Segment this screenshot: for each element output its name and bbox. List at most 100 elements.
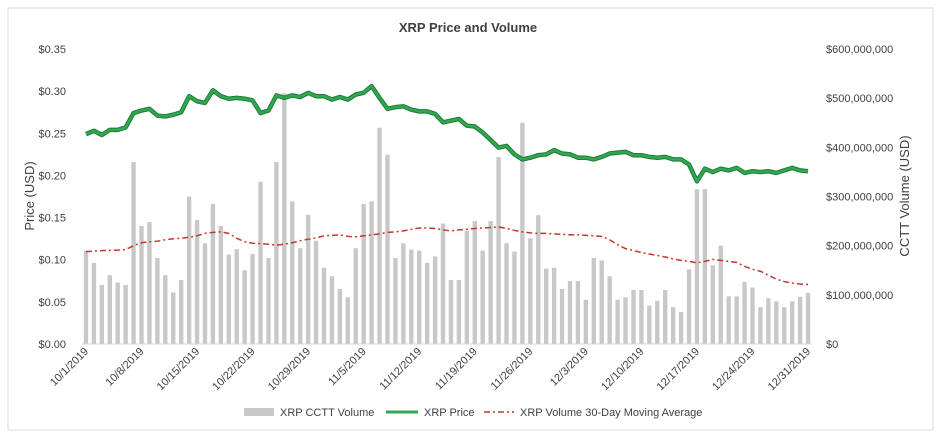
legend-swatch-volume — [244, 408, 274, 416]
moving-average-line-group — [85, 226, 809, 286]
volume-bar — [758, 307, 763, 345]
chart-frame — [7, 7, 934, 431]
chart-title: XRP Price and Volume — [399, 20, 537, 35]
volume-bar — [377, 127, 382, 344]
volume-bar — [91, 262, 97, 345]
volume-bar — [615, 299, 620, 344]
x-tick-label: 12/31/2019 — [766, 346, 813, 393]
volume-bar — [417, 250, 422, 344]
y-axis-left-ticks: $0.00 $0.05 $0.10 $0.15 $0.20 $0.25 $0.30 $0.35 — [38, 44, 66, 351]
volume-bar — [528, 238, 533, 344]
volume-bar — [147, 222, 152, 344]
price-line — [85, 84, 809, 183]
moving-average-line — [85, 226, 809, 286]
x-tick-label: 10/15/2019 — [155, 346, 202, 393]
volume-bar — [424, 262, 430, 345]
x-tick-label: 10/1/2019 — [48, 346, 91, 389]
volume-bar — [782, 307, 787, 345]
volume-bar — [337, 288, 343, 344]
volume-bar — [551, 267, 557, 344]
volume-bar — [432, 256, 438, 344]
volume-bar — [345, 297, 350, 344]
x-tick-label: 11/12/2019 — [378, 346, 425, 393]
volume-bar — [789, 301, 795, 344]
volume-bar — [361, 203, 366, 345]
y-axis-right-title: CCTT Volume (USD) — [897, 135, 912, 256]
volume-bar — [591, 257, 596, 344]
volume-bar — [464, 230, 470, 344]
volume-bar — [655, 300, 660, 344]
volume-bar — [242, 270, 247, 344]
x-tick-label: 12/24/2019 — [710, 346, 757, 393]
x-tick-label: 10/29/2019 — [266, 346, 313, 393]
y-right-tick-label: $0 — [826, 339, 838, 351]
x-tick-label: 12/10/2019 — [599, 346, 646, 393]
y-axis-left-title: Price (USD) — [22, 161, 37, 230]
volume-bar — [663, 289, 668, 344]
volume-bar — [512, 251, 517, 344]
x-tick-label: 10/22/2019 — [210, 346, 257, 393]
price-line-group — [85, 83, 809, 184]
volume-bar — [226, 254, 231, 344]
volume-bar — [726, 296, 731, 344]
volume-bar — [401, 243, 406, 344]
volume-bar — [290, 201, 295, 344]
volume-bar — [710, 265, 715, 344]
volume-bar — [702, 189, 708, 345]
volume-bar — [805, 292, 811, 344]
volume-bar — [179, 280, 184, 344]
volume-bar — [520, 122, 525, 344]
volume-bar — [274, 162, 279, 344]
volume-bar — [107, 275, 112, 344]
x-tick-label: 11/5/2019 — [326, 346, 369, 389]
volume-bar — [639, 289, 644, 344]
volume-bar — [559, 288, 565, 344]
volume-bar — [305, 214, 311, 344]
volume-bar — [686, 269, 692, 344]
volume-bar — [250, 254, 255, 344]
volume-bar — [115, 282, 120, 344]
volume-bar — [139, 226, 144, 344]
volume-bar — [567, 281, 573, 344]
legend-label-price: XRP Price — [424, 407, 475, 419]
volume-bar — [202, 243, 208, 344]
y-right-tick-label: $200,000,000 — [826, 241, 893, 253]
y-left-tick-label: $0.10 — [38, 255, 66, 267]
y-left-tick-label: $0.20 — [38, 170, 66, 182]
volume-bar — [298, 248, 303, 345]
y-left-tick-label: $0.05 — [38, 297, 66, 309]
volume-bar — [448, 280, 454, 344]
volume-bar — [607, 276, 612, 344]
volume-bar — [409, 249, 414, 344]
volume-bar — [670, 307, 676, 345]
volume-bar — [385, 154, 390, 344]
volume-bar — [369, 201, 374, 344]
volume-bar — [734, 296, 739, 344]
y-right-tick-label: $500,000,000 — [826, 93, 893, 105]
volume-bar — [313, 240, 319, 344]
x-axis-ticks: 10/1/2019 10/8/2019 10/15/2019 10/22/2019 10… — [48, 346, 813, 393]
volume-bar — [353, 248, 358, 345]
volume-bar — [258, 181, 263, 344]
volume-bar — [163, 275, 168, 344]
volume-bar — [536, 215, 541, 344]
volume-bar — [583, 299, 589, 344]
volume-bar — [83, 250, 89, 344]
y-left-tick-label: $0.30 — [38, 86, 66, 98]
volume-bar — [472, 221, 477, 344]
volume-bar — [544, 268, 549, 344]
volume-bar — [504, 243, 509, 344]
volume-bar — [99, 285, 105, 344]
x-tick-label: 12/17/2019 — [655, 346, 702, 393]
volume-bar — [171, 292, 176, 345]
legend-label-volume: XRP CCTT Volume — [280, 407, 374, 419]
volume-bar — [186, 196, 192, 344]
volume-bar — [155, 257, 160, 344]
volume-bar — [599, 260, 604, 344]
x-tick-label: 11/26/2019 — [489, 346, 536, 393]
volume-bar — [766, 298, 771, 344]
volume-bars — [83, 93, 811, 345]
y-left-tick-label: $0.25 — [38, 128, 66, 140]
y-left-tick-label: $0.35 — [38, 44, 66, 56]
volume-bar — [210, 203, 216, 345]
